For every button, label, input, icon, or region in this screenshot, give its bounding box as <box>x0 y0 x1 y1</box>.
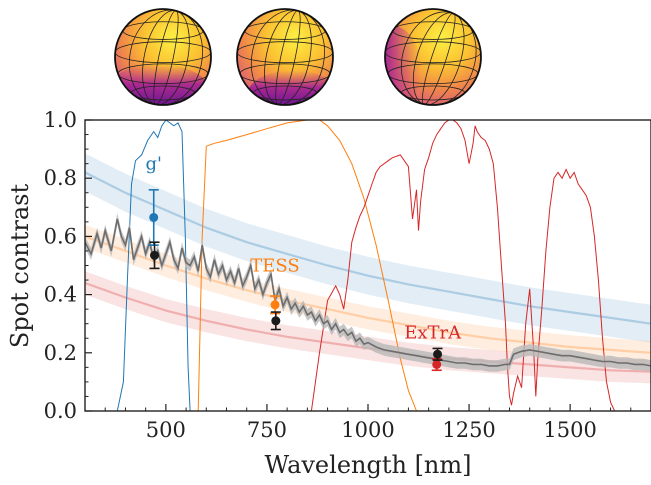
model-band-0 <box>85 153 651 343</box>
model-curve-0 <box>85 171 651 325</box>
obs-point-5 <box>433 349 443 359</box>
band-label-1: TESS <box>250 255 300 276</box>
band-labels: g' TESS ExTrA <box>145 153 462 343</box>
spot-map-1 <box>236 8 334 106</box>
y-tick-label-3: 0.6 <box>44 224 77 248</box>
axis-ticks: 500 750 1000 1250 1500 0.0 0.2 0.4 0.6 0.8 1.0 <box>44 108 651 442</box>
x-tick-label-2: 1000 <box>341 418 394 442</box>
spot-region <box>247 70 333 105</box>
sphere-spot-1 <box>247 70 333 105</box>
spot-maps <box>114 8 482 107</box>
x-tick-label-1: 750 <box>247 418 287 442</box>
y-tick-label-4: 0.8 <box>44 166 77 190</box>
band-label-2: ExTrA <box>404 322 462 343</box>
filter-curves <box>116 120 616 411</box>
sphere-outline-1 <box>236 8 334 106</box>
obs-point-4 <box>432 359 442 369</box>
x-tick-label-3: 1250 <box>442 418 495 442</box>
band-label-0: g' <box>145 153 161 174</box>
model-bands <box>85 153 651 384</box>
spot-map-2 <box>384 8 482 107</box>
x-tick-label-4: 1500 <box>543 418 596 442</box>
filter-curve-0 <box>116 120 191 411</box>
x-tick-label-0: 500 <box>146 418 186 442</box>
spot-region <box>385 25 422 105</box>
x-axis-title: Wavelength [nm] <box>264 451 471 479</box>
y-tick-label-2: 0.4 <box>44 283 77 307</box>
filter-curve-1 <box>197 120 417 411</box>
y-tick-label-0: 0.0 <box>44 399 77 423</box>
observations <box>148 189 443 372</box>
spectrum-line <box>85 218 651 367</box>
filter-curve-2 <box>310 120 616 411</box>
obs-point-1 <box>150 250 160 260</box>
sphere-outline-2 <box>384 8 482 106</box>
spectrum-band <box>85 213 651 372</box>
sphere-spot-2 <box>385 25 422 105</box>
obs-point-0 <box>149 212 159 222</box>
sphere-outline-0 <box>114 8 212 106</box>
model-band-2 <box>85 271 651 384</box>
model-spectrum <box>85 213 651 372</box>
y-tick-label-5: 1.0 <box>44 108 77 132</box>
spot-map-0 <box>114 8 212 106</box>
y-tick-label-1: 0.2 <box>44 341 77 365</box>
obs-point-2 <box>270 300 280 310</box>
model-band-1 <box>85 224 651 365</box>
y-axis-title: Spot contrast <box>6 184 34 349</box>
obs-point-3 <box>271 316 281 326</box>
model-curve-1 <box>85 235 651 354</box>
